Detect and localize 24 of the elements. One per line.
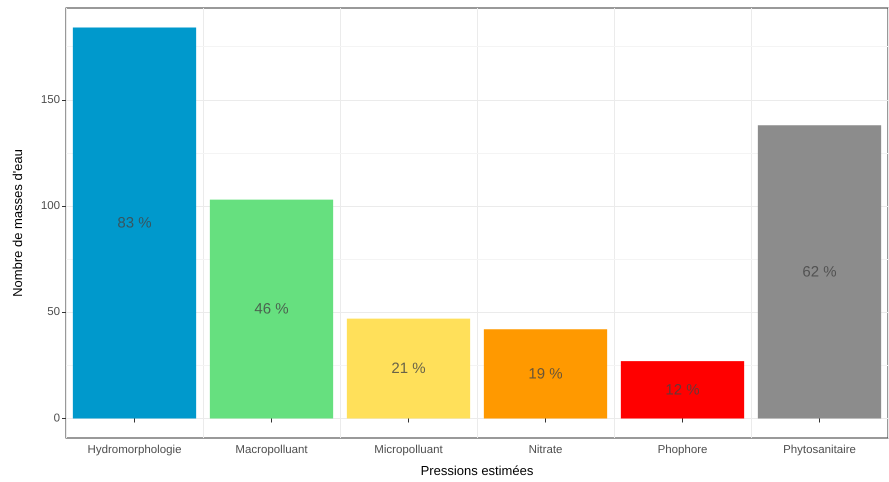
- y-axis-title: Nombre de masses d'eau: [10, 149, 25, 297]
- x-tick-label: Phytosanitaire: [783, 444, 856, 456]
- bar: [620, 361, 744, 418]
- x-tick-label: Hydromorphologie: [88, 444, 182, 456]
- annotation: 62 %: [802, 263, 837, 280]
- x-tick-label: Phophore: [658, 444, 708, 456]
- annotation: 83 %: [117, 214, 152, 232]
- annotation: 19 %: [528, 365, 563, 382]
- bar: [210, 200, 334, 418]
- y-tick-label: 150: [40, 94, 60, 106]
- annotation: 46 %: [254, 300, 289, 318]
- y-tick-label: 0: [54, 412, 60, 424]
- x-tick-label: Macropolluant: [235, 444, 308, 456]
- x-tick-label: Micropolluant: [374, 444, 444, 456]
- x-axis-title: Pressions estimées: [420, 463, 534, 478]
- y-tick-label: 50: [47, 306, 60, 318]
- annotation: 12 %: [665, 381, 700, 398]
- y-tick-label: 100: [40, 200, 60, 212]
- bar: [484, 329, 608, 418]
- x-tick-label: Nitrate: [528, 444, 562, 456]
- annotation: 21 %: [391, 360, 426, 378]
- bar: [758, 125, 882, 418]
- bar: [346, 318, 470, 418]
- bar: [72, 28, 196, 418]
